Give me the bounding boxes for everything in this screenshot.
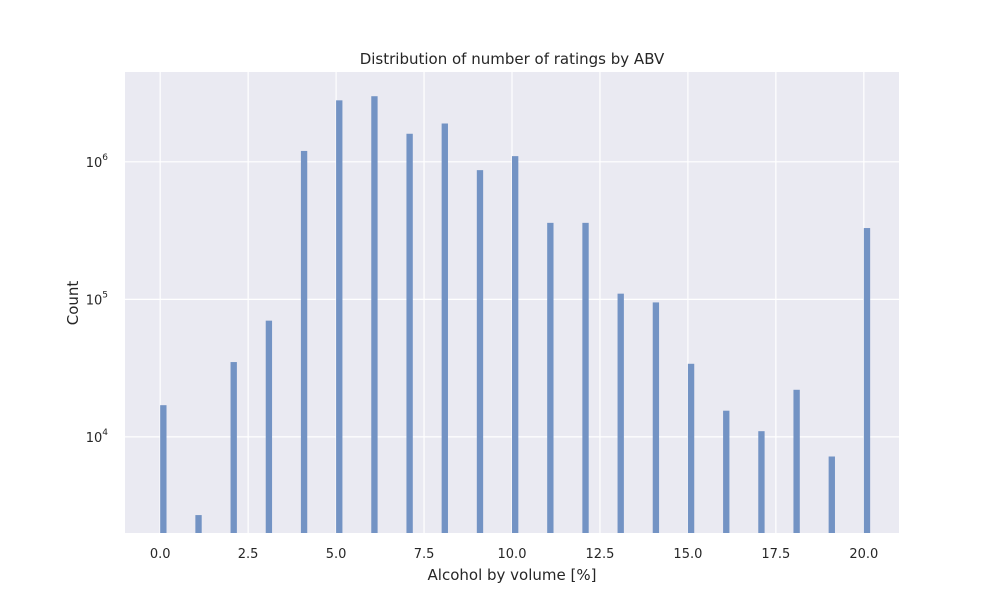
bars xyxy=(160,96,871,534)
x-tick-label: 17.5 xyxy=(761,547,790,562)
bar xyxy=(300,150,308,533)
y-tick-label: 105 xyxy=(86,290,108,308)
bar xyxy=(582,222,589,533)
bar xyxy=(617,293,624,533)
bar xyxy=(687,363,695,533)
x-tick-label: 2.5 xyxy=(238,547,259,562)
bar xyxy=(476,170,484,533)
x-tick-label: 12.5 xyxy=(585,547,614,562)
bar xyxy=(195,515,202,533)
bar xyxy=(547,222,554,533)
x-tick-labels: 0.0 2.5 5.0 7.5 10.0 12.5 15.0 17.5 20.0 xyxy=(150,547,878,562)
x-tick-label: 15.0 xyxy=(673,547,702,562)
bar xyxy=(512,156,519,533)
bar xyxy=(828,456,835,533)
bar xyxy=(265,320,273,533)
bar xyxy=(793,389,800,533)
bar xyxy=(863,228,871,534)
bar xyxy=(230,362,237,533)
bar xyxy=(441,123,448,534)
y-tick-label: 104 xyxy=(86,428,109,446)
x-tick-label: 20.0 xyxy=(849,547,878,562)
bar xyxy=(723,410,730,533)
y-axis-label: Count xyxy=(64,281,82,326)
chart-title: Distribution of number of ratings by ABV xyxy=(360,50,665,68)
bar xyxy=(336,100,343,533)
x-tick-label: 7.5 xyxy=(414,547,435,562)
bar xyxy=(160,405,167,533)
bar xyxy=(652,302,660,533)
x-tick-label: 5.0 xyxy=(326,547,347,562)
x-tick-label: 10.0 xyxy=(498,547,527,562)
x-tick-label: 0.0 xyxy=(150,547,171,562)
bar xyxy=(371,96,378,533)
x-axis-label: Alcohol by volume [%] xyxy=(428,566,597,584)
y-tick-label: 106 xyxy=(86,153,109,171)
bar xyxy=(406,133,413,533)
bar xyxy=(758,431,765,533)
y-tick-labels: 104 105 106 xyxy=(86,153,109,446)
